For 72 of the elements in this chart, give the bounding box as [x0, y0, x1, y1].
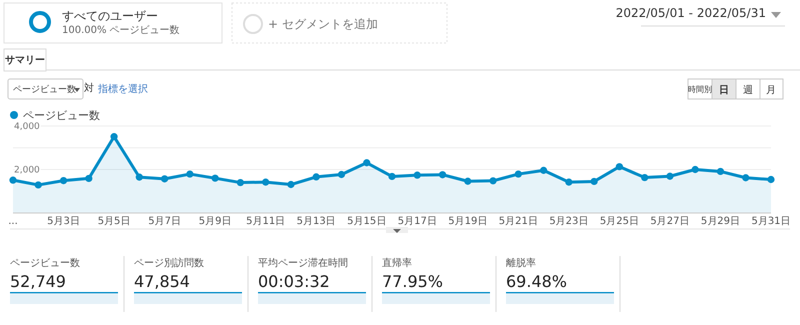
text: ページビュー数 [10, 258, 80, 269]
point [742, 174, 750, 182]
text: 指標を選択 [97, 83, 148, 95]
point [540, 166, 548, 174]
point [590, 178, 598, 186]
text: 52,749 [10, 272, 66, 291]
point [616, 163, 623, 170]
x-tick-label: 5月31日 [751, 216, 791, 227]
point [186, 170, 194, 178]
point [666, 172, 674, 180]
point [312, 173, 320, 180]
x-tick-label: 5月23日 [549, 216, 588, 227]
text: 対 [84, 82, 94, 94]
y-tick-label: 4,000 [14, 122, 40, 132]
x-tick-label: 5月11日 [246, 216, 286, 227]
text: ページ別訪問数 [134, 257, 204, 269]
point [641, 174, 648, 182]
text: ページビュー数 [13, 84, 76, 95]
point [136, 174, 143, 181]
point [262, 178, 270, 186]
text: 47,854 [134, 272, 190, 291]
point [110, 133, 118, 140]
point [464, 178, 472, 185]
text: 平均ページ滞在時間 [258, 257, 348, 269]
legend-label: ページビュー数 [23, 109, 100, 122]
point [60, 176, 68, 184]
point [287, 180, 295, 188]
text: 月 [766, 85, 776, 96]
x-tick-label: 5月13日 [296, 216, 336, 227]
point [388, 172, 396, 180]
text: サマリー [5, 55, 45, 66]
x-tick-label: 5月27日 [650, 216, 690, 227]
point [34, 181, 42, 189]
point [692, 166, 699, 174]
x-tick-label: 5月5日 [98, 216, 130, 227]
x-tick-label: 5月17日 [398, 216, 437, 227]
x-tick-label: 5月25日 [600, 216, 639, 227]
y-tick-label: 2,000 [14, 166, 40, 176]
text: 週 [743, 85, 753, 96]
x-tick-label: 5月3日 [47, 216, 80, 227]
point [414, 172, 421, 179]
text: 離脱率 [506, 257, 536, 269]
point [514, 170, 522, 178]
x-tick-label: 5月15日 [347, 216, 386, 227]
text: すべてのユーザー [62, 9, 158, 23]
x-tick-label: ... [8, 216, 18, 227]
point [338, 170, 346, 178]
text: 日 [719, 85, 729, 96]
text: 2022/05/01 - 2022/05/31 [616, 6, 766, 20]
point [363, 159, 370, 166]
point [565, 178, 572, 186]
text: + セグメントを追加 [268, 17, 378, 31]
x-tick-label: 5月7日 [148, 216, 181, 227]
point [438, 171, 446, 178]
text: 時間別 [688, 85, 712, 94]
text: 77.95% [382, 272, 444, 291]
point [161, 175, 168, 182]
point [212, 174, 219, 182]
point [9, 176, 17, 184]
point [489, 177, 497, 184]
text: 直帰率 [382, 257, 412, 269]
x-tick-label: 5月19日 [448, 216, 488, 227]
x-tick-label: 5月9日 [198, 216, 232, 227]
text: 100.00% ページビュー数 [62, 25, 180, 36]
x-tick-label: 5月21日 [498, 216, 538, 227]
point [716, 168, 724, 176]
text: 69.48% [506, 272, 568, 291]
point [767, 176, 775, 184]
point [85, 174, 92, 182]
point [236, 178, 244, 186]
text: 00:03:32 [258, 272, 330, 291]
x-tick-label: 5月29日 [700, 216, 740, 227]
